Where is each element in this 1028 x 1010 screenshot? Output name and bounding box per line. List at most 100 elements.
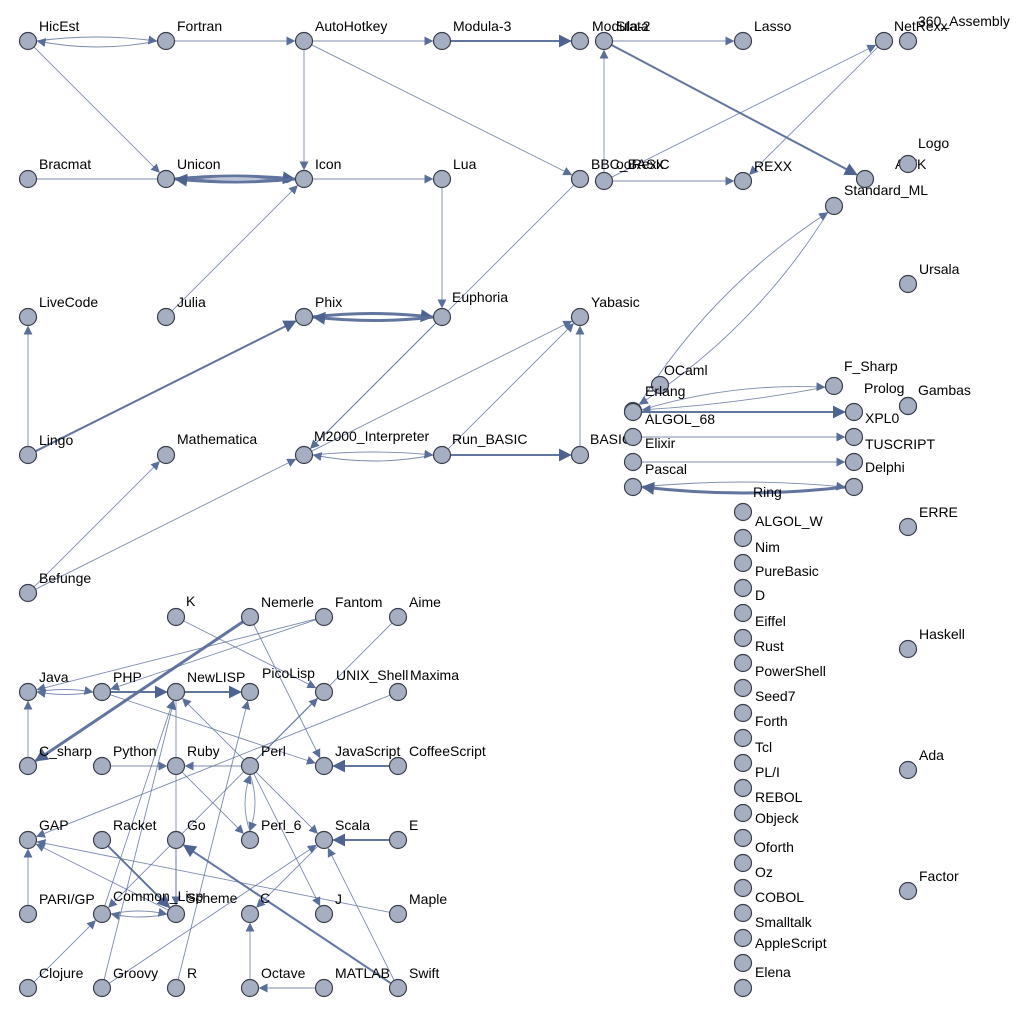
node-standard_ml — [824, 196, 844, 216]
node-label-rust: Rust — [755, 638, 784, 654]
node-label-fortran: Fortran — [177, 18, 222, 34]
node-icon — [294, 169, 314, 189]
node-livecode — [18, 307, 38, 327]
edge-Maple-to-GAP — [36, 839, 390, 913]
node-smalltalk — [733, 903, 753, 923]
edge-Groovy-to-NewLISP — [103, 700, 177, 980]
node-label-mathematica: Mathematica — [177, 431, 257, 447]
node-label-python: Python — [113, 743, 157, 759]
node-octave — [240, 978, 260, 998]
node-newlisp — [166, 682, 186, 702]
node-label-perl: Perl — [261, 743, 286, 759]
edge-Scheme-to-GAP — [35, 843, 169, 911]
node-label-run_basic: Run_BASIC — [452, 431, 527, 447]
node-label-autohotkey: AutoHotkey — [315, 18, 387, 34]
node-label-maple: Maple — [409, 891, 447, 907]
node-k — [166, 607, 186, 627]
edge-Perl_6-to-Perl — [243, 774, 252, 832]
node-label-bbc_basic: BBC_BASIC — [591, 156, 670, 172]
node-swift — [388, 978, 408, 998]
node-algol_w — [733, 502, 753, 522]
node-label-unix_shell: UNIX_Shell — [336, 667, 408, 683]
node-e — [388, 830, 408, 850]
edge-HicEst-to-Fortran — [36, 35, 158, 45]
node-label-hicest: HicEst — [39, 18, 80, 34]
edge-F_Sharp-to-Erlang — [641, 386, 826, 414]
node-modula-2 — [570, 31, 590, 51]
node-ruby — [166, 756, 186, 776]
edge-PHP-to-Java — [36, 688, 94, 698]
node-label-algol_68: ALGOL_68 — [645, 411, 715, 427]
node-tuscript — [844, 427, 864, 447]
node-stata — [594, 31, 614, 51]
node-m2000_interpreter — [294, 445, 314, 465]
node-lasso — [733, 31, 753, 51]
edge-Nemerle-to-C_sharp — [34, 620, 244, 762]
node-maxima — [388, 682, 408, 702]
edge-layer — [23, 34, 879, 993]
node-unix_shell — [314, 682, 334, 702]
edge-Perl-to-UNIX_Shell — [255, 698, 318, 761]
node-hicest — [18, 31, 38, 51]
edge-Java-to-PHP — [36, 686, 94, 696]
edge-K-to-UNIX_Shell — [183, 620, 317, 689]
node-label-oz: Oz — [755, 864, 773, 880]
node-label-maxima: Maxima — [410, 667, 459, 683]
node-label-newlisp: NewLISP — [187, 669, 245, 685]
node-label-forth: Forth — [755, 713, 788, 729]
node-label-netrexx: NetRexx — [894, 18, 948, 34]
edge-Scala-to-C — [256, 845, 319, 908]
node-label-picolisp: PicoLisp — [262, 665, 315, 681]
node-label-ocaml: OCaml — [664, 362, 708, 378]
node-label-unicon: Unicon — [177, 156, 221, 172]
edge-Fantom-to-PHP — [110, 619, 317, 691]
node-tcl — [733, 728, 753, 748]
node-label-nemerle: Nemerle — [261, 594, 314, 610]
node-label-scheme: Scheme — [186, 890, 238, 906]
node-xpl0 — [844, 402, 864, 422]
edge-Common_Lisp-to-Scheme — [110, 907, 168, 917]
node-gambas — [898, 396, 918, 416]
node-label-erre: ERRE — [919, 504, 958, 520]
node-unicon — [156, 169, 176, 189]
edge-Lingo-to-Phix — [35, 320, 297, 453]
node-label-delphi: Delphi — [865, 459, 905, 475]
edge-Befunge-to-M2000_Interpreter — [35, 458, 297, 590]
edge-Fantom-to-Java — [36, 618, 316, 693]
node-c_sharp — [18, 756, 38, 776]
node-f_sharp — [824, 376, 844, 396]
node-gap — [18, 830, 38, 850]
node-label-purebasic: PureBasic — [755, 563, 819, 579]
node-layer: HicEst Fortran AutoHotkey Modula-3 Modula-2S… — [18, 13, 1010, 998]
node-ring2 — [844, 477, 864, 497]
edge-NetRexx-to-REXX — [749, 46, 879, 175]
node-perl_6 — [240, 830, 260, 850]
node-pari/gp — [18, 904, 38, 924]
node-applescript — [733, 928, 753, 948]
node-common_lisp — [92, 904, 112, 924]
edge-Perl-to-Perl_6 — [248, 774, 257, 832]
node-label-seed7: Seed7 — [755, 688, 796, 704]
node-label-lasso: Lasso — [754, 18, 792, 34]
node-label-tuscript: TUSCRIPT — [865, 436, 935, 452]
node-label-ada: Ada — [919, 747, 944, 763]
node-label-perl_6: Perl_6 — [261, 817, 302, 833]
node-label-lua: Lua — [453, 156, 477, 172]
node-label-powershell: PowerShell — [755, 663, 826, 679]
node-run_basic — [432, 445, 452, 465]
edge-AutoHotkey-to-BBC_BASIC — [311, 44, 573, 176]
node-label-befunge: Befunge — [39, 570, 91, 586]
edge-Run_BASIC-to-M2000_Interpreter — [312, 452, 434, 462]
node-label-pari/gp: PARI/GP — [39, 891, 95, 907]
node-label-k: K — [186, 593, 196, 609]
node-java — [18, 682, 38, 702]
node-label-elena: Elena — [755, 964, 791, 980]
edge-Ruby-to-Perl_6 — [181, 771, 244, 834]
node-php — [92, 682, 112, 702]
node-label-groovy: Groovy — [113, 965, 158, 981]
node-javascript — [314, 756, 334, 776]
node-360_assembly — [898, 31, 918, 51]
node-label-nim: Nim — [755, 539, 780, 555]
node-delphi — [844, 452, 864, 472]
